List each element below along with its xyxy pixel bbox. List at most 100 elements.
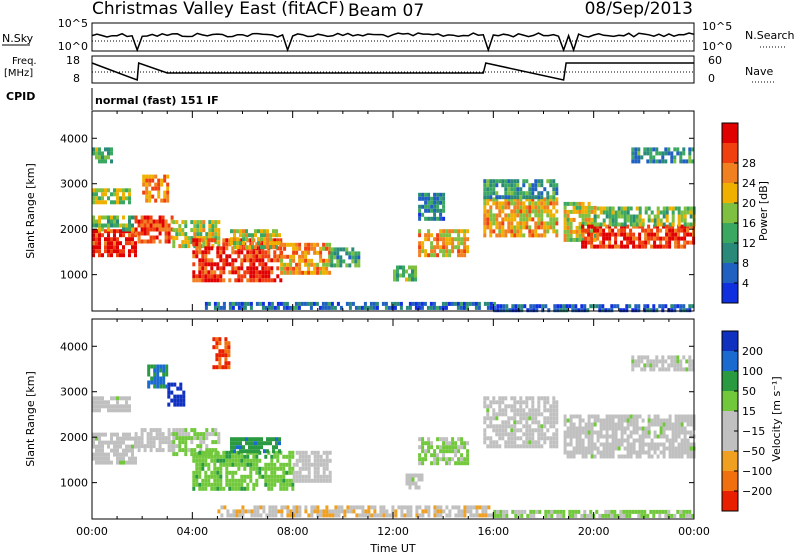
scatter-cell: [626, 224, 630, 229]
scatter-cell: [447, 301, 451, 306]
scatter-cell: [213, 466, 217, 471]
scatter-cell: [445, 457, 449, 462]
scatter-cell: [688, 308, 692, 313]
scatter-cell: [513, 444, 517, 449]
scatter-cell: [689, 232, 693, 237]
scatter-cell: [662, 422, 666, 427]
scatter-cell: [289, 270, 293, 275]
scatter-cell: [313, 458, 317, 463]
scatter-cell: [537, 432, 541, 437]
scatter-cell: [190, 452, 194, 457]
scatter-cell: [634, 151, 638, 156]
scatter-cell: [610, 304, 614, 309]
scatter-cell: [451, 445, 455, 450]
scatter-cell: [531, 416, 535, 421]
scatter-cell: [231, 301, 235, 306]
scatter-cell: [282, 301, 286, 306]
scatter-cell: [686, 442, 690, 447]
scatter-cell: [274, 513, 278, 518]
scatter-cell: [119, 249, 122, 254]
scatter-cell: [249, 466, 253, 471]
colorbar-segment: [722, 263, 738, 284]
scatter-cell: [201, 262, 205, 267]
scatter-cell: [677, 206, 681, 211]
scatter-cell: [602, 450, 606, 455]
scatter-cell: [665, 232, 669, 237]
scatter-cell: [680, 414, 684, 419]
scatter-cell: [631, 363, 635, 368]
scatter-cell: [237, 278, 241, 283]
scatter-cell: [228, 450, 232, 455]
scatter-cell: [638, 214, 642, 219]
scatter-cell: [644, 232, 648, 237]
scatter-cell: [499, 509, 503, 514]
scatter-cell: [433, 208, 437, 213]
scatter-cell: [608, 446, 612, 451]
scatter-cell: [418, 249, 422, 254]
scatter-cell: [510, 408, 514, 413]
scatter-cell: [298, 258, 302, 263]
scatter-cell: [598, 513, 602, 518]
scatter-cell: [243, 462, 247, 467]
scatter-cell: [113, 241, 116, 246]
scatter-cell: [599, 454, 603, 459]
scatter-cell: [510, 187, 514, 192]
scatter-cell: [602, 434, 606, 439]
scatter-cell: [110, 151, 113, 156]
scatter-cell: [379, 509, 383, 514]
scatter-cell: [457, 241, 461, 246]
scatter-cell: [351, 301, 355, 306]
scatter-cell: [254, 245, 257, 250]
scatter-cell: [578, 434, 582, 439]
scatter-cell: [466, 453, 470, 458]
scatter-cell: [202, 436, 206, 441]
scatter-cell: [677, 244, 681, 249]
scatter-cell: [427, 229, 431, 234]
scatter-cell: [101, 227, 104, 232]
scatter-cell: [611, 430, 615, 435]
scatter-cell: [258, 246, 262, 251]
scatter-cell: [549, 436, 553, 441]
scatter-cell: [298, 513, 302, 518]
scatter-cell: [667, 355, 671, 360]
scatter-cell: [158, 428, 162, 433]
scatter-cell: [95, 249, 98, 254]
scatter-cell: [525, 221, 529, 226]
scatter-cell: [463, 457, 467, 462]
scatter-cell: [192, 474, 196, 479]
scatter-cell: [546, 225, 550, 230]
scatter-cell: [98, 396, 101, 401]
scatter-cell: [198, 250, 202, 255]
scatter-cell: [196, 444, 200, 449]
scatter-cell: [255, 478, 259, 483]
scatter-cell: [134, 460, 137, 465]
scatter-cell: [656, 228, 660, 233]
scatter-cell: [575, 237, 579, 242]
scatter-cell: [196, 232, 200, 237]
scatter-cell: [178, 444, 182, 449]
scatter-cell: [278, 449, 281, 454]
scatter-cell: [519, 416, 523, 421]
scatter-cell: [165, 364, 169, 369]
power-ylabel: Slant Range [km]: [24, 163, 37, 259]
scatter-cell: [334, 505, 338, 510]
scatter-cell: [507, 201, 511, 206]
scatter-cell: [113, 215, 116, 220]
scatter-cell: [656, 214, 660, 219]
scatter-cell: [408, 477, 412, 482]
scatter-cell: [178, 436, 182, 441]
y-tick-label: 4000: [60, 132, 88, 145]
scatter-cell: [674, 240, 678, 245]
scatter-cell: [289, 254, 293, 259]
scatter-cell: [569, 217, 573, 222]
scatter-cell: [644, 450, 648, 455]
scatter-cell: [122, 404, 125, 409]
scatter-cell: [664, 367, 668, 372]
scatter-cell: [277, 509, 281, 514]
scatter-cell: [283, 270, 287, 275]
scatter-cell: [110, 215, 113, 220]
scatter-cell: [249, 278, 253, 283]
scatter-cell: [451, 449, 455, 454]
colorbar-tick-label: 16: [742, 217, 756, 230]
scatter-cell: [457, 449, 461, 454]
